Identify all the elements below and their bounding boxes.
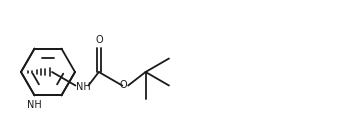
Text: NH: NH xyxy=(27,100,42,110)
Text: O: O xyxy=(95,35,103,45)
Text: NH: NH xyxy=(76,81,91,92)
Text: O: O xyxy=(119,81,127,90)
